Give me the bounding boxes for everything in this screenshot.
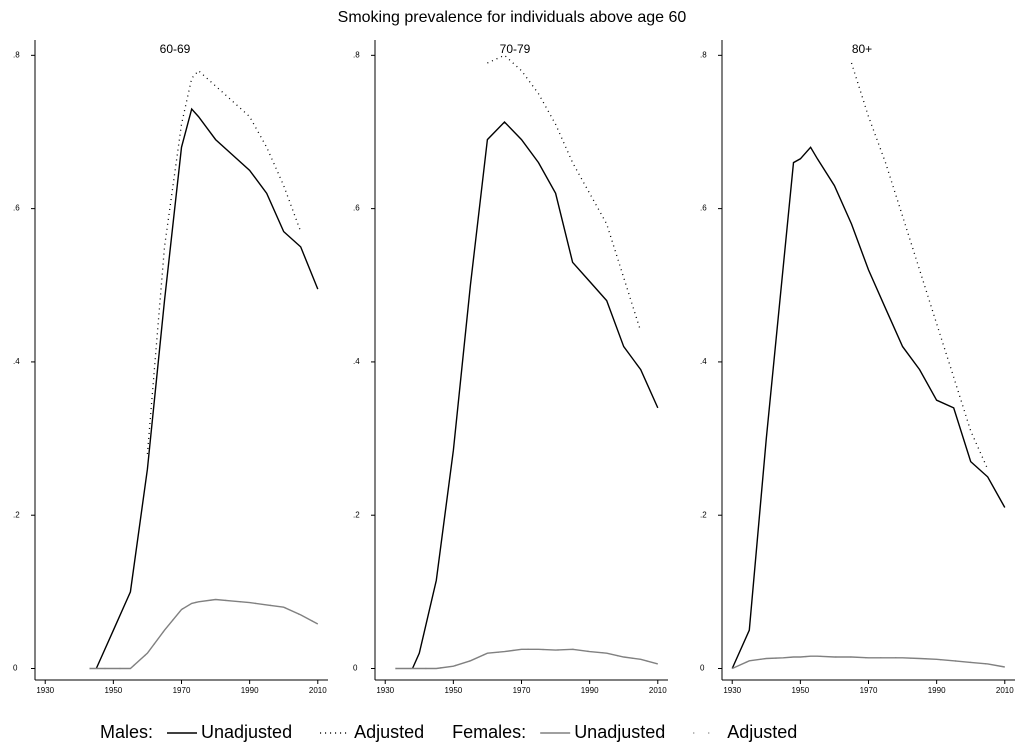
y-tick-label: 0: [13, 664, 18, 673]
y-tick-label: 0: [353, 664, 358, 673]
series-line: [95, 107, 319, 669]
series-line: [411, 120, 659, 669]
panel-title: 60-69: [160, 42, 191, 56]
x-tick-label: 2010: [649, 686, 667, 695]
x-tick-label: 1950: [444, 686, 462, 695]
series-line: [731, 655, 1005, 670]
series-line: [731, 146, 1006, 669]
x-tick-label: 1990: [928, 686, 946, 695]
series-line: [850, 62, 989, 470]
y-tick-label: .6: [353, 204, 360, 213]
legend-label: Unadjusted: [201, 722, 292, 742]
y-tick-label: 0: [700, 664, 705, 673]
x-tick-label: 1930: [36, 686, 54, 695]
x-tick-label: 1970: [860, 686, 878, 695]
panel-title: 80+: [852, 42, 872, 56]
series-line: [89, 598, 319, 670]
x-tick-label: 1970: [173, 686, 191, 695]
legend-label: Adjusted: [727, 722, 797, 742]
x-tick-label: 1990: [581, 686, 599, 695]
series-line: [146, 69, 302, 454]
legend-group: Females:: [452, 722, 526, 742]
y-tick-label: .2: [13, 510, 20, 519]
y-tick-label: .8: [700, 50, 707, 59]
legend-label: Unadjusted: [574, 722, 665, 742]
chart-title: Smoking prevalence for individuals above…: [338, 9, 687, 26]
y-tick-label: .8: [353, 50, 360, 59]
panel-title: 70-79: [500, 42, 531, 56]
series-line: [395, 648, 658, 670]
x-tick-label: 2010: [309, 686, 327, 695]
y-tick-label: .6: [13, 204, 20, 213]
legend-group: Males:: [100, 722, 153, 742]
x-tick-label: 1950: [104, 686, 122, 695]
y-tick-label: .4: [700, 357, 707, 366]
series-line: [487, 54, 642, 332]
x-tick-label: 1930: [723, 686, 741, 695]
y-tick-label: .4: [13, 357, 20, 366]
y-tick-label: .8: [13, 50, 20, 59]
x-tick-label: 1950: [791, 686, 809, 695]
series-line: [89, 598, 319, 670]
y-tick-label: .4: [353, 357, 360, 366]
x-tick-label: 1990: [241, 686, 259, 695]
y-tick-label: .2: [700, 510, 707, 519]
y-tick-label: .6: [700, 204, 707, 213]
x-tick-label: 1930: [376, 686, 394, 695]
x-tick-label: 1970: [513, 686, 531, 695]
x-tick-label: 2010: [996, 686, 1014, 695]
series-line: [395, 648, 658, 670]
legend-label: Adjusted: [354, 722, 424, 742]
y-tick-label: .2: [353, 510, 360, 519]
